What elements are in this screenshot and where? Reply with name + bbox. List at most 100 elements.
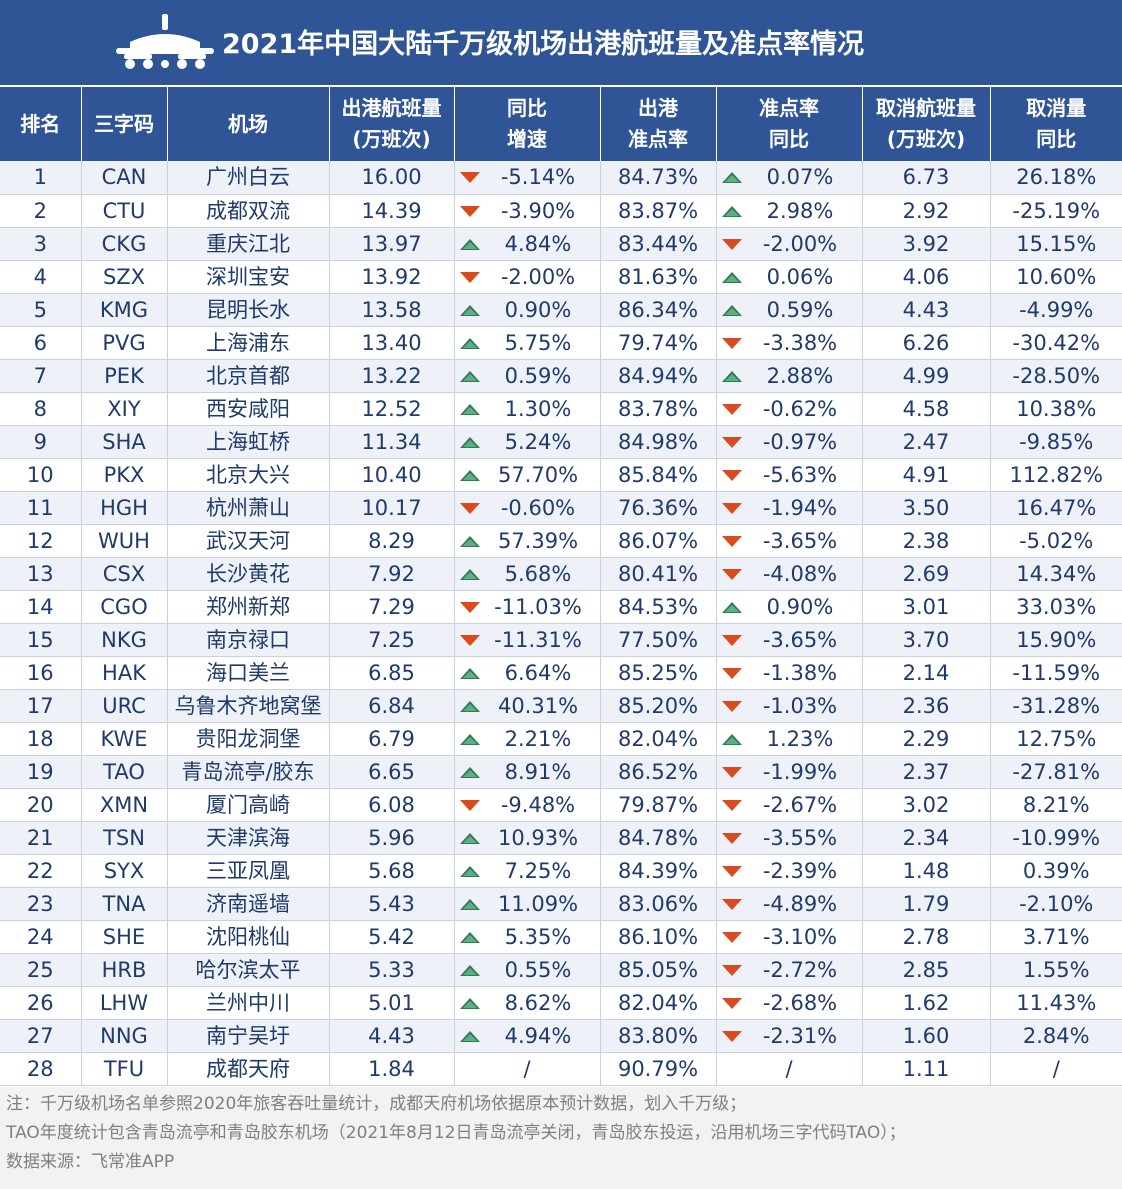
airport-cell: 成都双流 — [167, 194, 330, 228]
flights-cell: 13.40 — [329, 326, 455, 360]
ontime-cell: 79.87% — [600, 788, 717, 822]
code-cell: CSX — [81, 557, 168, 591]
airport-table: 排名 三字码 机场 出港航班量 (万班次) 同比 增速 出港 准点率 准点率 同比 取消… — [0, 87, 1122, 1086]
cancel-cell: 3.01 — [862, 590, 991, 624]
ontime-yoy-cell-value: -1.03% — [762, 693, 838, 718]
growth-cell-value: 8.62% — [504, 990, 572, 1015]
cancel-yoy-cell: -2.10% — [990, 887, 1122, 921]
ontime-cell: 82.04% — [600, 986, 717, 1020]
code-cell: HRB — [81, 953, 168, 987]
airport-cell: 乌鲁木齐地窝堡 — [167, 689, 330, 723]
growth-cell-value: 0.90% — [504, 297, 572, 322]
ontime-yoy-cell-value: -3.38% — [762, 330, 838, 355]
code-cell: PKX — [81, 458, 168, 492]
cancel-cell: 2.78 — [862, 920, 991, 954]
up-triangle-icon — [459, 733, 480, 745]
header-cancel: 取消航班量 (万班次) — [862, 87, 991, 161]
flights-cell: 4.43 — [329, 1019, 455, 1053]
table-row: 26 LHW 兰州中川 5.01 8.62% 82.04% -2.68% 1.62 11.43% — [0, 986, 1122, 1020]
cancel-yoy-cell: 15.15% — [990, 227, 1122, 261]
growth-cell: 8.62% — [454, 986, 601, 1020]
cancel-yoy-cell: / — [990, 1052, 1122, 1086]
growth-cell: 0.90% — [454, 293, 601, 327]
growth-cell-value: 5.75% — [504, 330, 572, 355]
cancel-yoy-cell: 33.03% — [990, 590, 1122, 624]
down-triangle-icon — [721, 832, 742, 844]
airport-cell: 长沙黄花 — [167, 557, 330, 591]
airport-cell: 重庆江北 — [167, 227, 330, 261]
cancel-cell: 2.69 — [862, 557, 991, 591]
growth-cell: / — [454, 1052, 601, 1086]
up-triangle-icon — [459, 568, 480, 580]
growth-cell: 11.09% — [454, 887, 601, 921]
growth-cell-value: 10.93% — [497, 825, 579, 850]
ontime-yoy-cell-value: -5.63% — [762, 462, 838, 487]
growth-cell-value: 6.64% — [504, 660, 572, 685]
up-triangle-icon — [721, 172, 742, 183]
cancel-cell: 3.70 — [862, 623, 991, 657]
flights-cell: 12.52 — [329, 392, 455, 426]
up-triangle-icon — [721, 205, 742, 217]
up-triangle-icon — [459, 667, 480, 679]
code-cell: NKG — [81, 623, 168, 657]
ontime-yoy-cell: -3.65% — [716, 623, 863, 657]
ontime-yoy-cell-value: -3.55% — [762, 825, 838, 850]
flights-cell: 5.43 — [329, 887, 455, 921]
up-triangle-icon — [459, 238, 480, 250]
ontime-yoy-cell: -0.62% — [716, 392, 863, 426]
flights-cell: 6.65 — [329, 755, 455, 789]
table-row: 10 PKX 北京大兴 10.40 57.70% 85.84% -5.63% 4.91 112.… — [0, 458, 1122, 492]
note-line: 注：千万级机场名单参照2020年旅客吞吐量统计，成都天府机场依据原本预计数据，划… — [6, 1094, 747, 1114]
code-cell: SHA — [81, 425, 168, 459]
ontime-yoy-cell-value: -2.31% — [762, 1023, 838, 1048]
airplane-icon — [116, 14, 214, 69]
rank-cell: 8 — [0, 392, 82, 426]
down-triangle-icon — [459, 601, 480, 613]
airport-cell: 广州白云 — [167, 161, 330, 195]
growth-cell: 5.35% — [454, 920, 601, 954]
growth-cell: 7.25% — [454, 854, 601, 888]
table-row: 11 HGH 杭州萧山 10.17 -0.60% 76.36% -1.94% 3.50 16.4… — [0, 491, 1122, 525]
up-triangle-icon — [459, 436, 480, 448]
airport-cell: 南京禄口 — [167, 623, 330, 657]
cancel-yoy-cell: -10.99% — [990, 821, 1122, 855]
growth-cell: 57.39% — [454, 524, 601, 558]
ontime-yoy-cell: -1.38% — [716, 656, 863, 690]
flights-cell: 8.29 — [329, 524, 455, 558]
airport-cell: 武汉天河 — [167, 524, 330, 558]
growth-cell: 4.94% — [454, 1019, 601, 1053]
ontime-yoy-cell-value: -2.72% — [762, 957, 838, 982]
cancel-cell: 2.29 — [862, 722, 991, 756]
down-triangle-icon — [459, 634, 480, 646]
cancel-yoy-cell: 3.71% — [990, 920, 1122, 954]
ontime-cell: 76.36% — [600, 491, 717, 525]
header-code: 三字码 — [81, 87, 168, 161]
down-triangle-icon — [721, 337, 742, 349]
cancel-cell: 2.34 — [862, 821, 991, 855]
footnotes: 注：千万级机场名单参照2020年旅客吞吐量统计，成都天府机场依据原本预计数据，划… — [0, 1087, 1122, 1189]
rank-cell: 19 — [0, 755, 82, 789]
ontime-yoy-cell-value: 0.90% — [766, 594, 834, 619]
ontime-yoy-cell-value: -2.00% — [762, 231, 838, 256]
ontime-cell: 90.79% — [600, 1052, 717, 1086]
growth-cell-value: 5.35% — [504, 924, 572, 949]
table-row: 2 CTU 成都双流 14.39 -3.90% 83.87% 2.98% 2.92 -25.19… — [0, 194, 1122, 228]
header-cancel-yoy: 取消量 同比 — [990, 87, 1122, 161]
rank-cell: 4 — [0, 260, 82, 294]
rank-cell: 11 — [0, 491, 82, 525]
ontime-yoy-cell-value: -3.65% — [762, 627, 838, 652]
cancel-yoy-cell: 26.18% — [990, 161, 1122, 195]
rank-cell: 3 — [0, 227, 82, 261]
rank-cell: 9 — [0, 425, 82, 459]
code-cell: KMG — [81, 293, 168, 327]
flights-cell: 7.92 — [329, 557, 455, 591]
growth-cell-value: -9.48% — [500, 792, 576, 817]
code-cell: TNA — [81, 887, 168, 921]
code-cell: HGH — [81, 491, 168, 525]
growth-cell: -2.00% — [454, 260, 601, 294]
rank-cell: 23 — [0, 887, 82, 921]
rank-cell: 28 — [0, 1052, 82, 1086]
growth-cell-value: -2.00% — [500, 264, 576, 289]
growth-cell-value: 2.21% — [504, 726, 572, 751]
